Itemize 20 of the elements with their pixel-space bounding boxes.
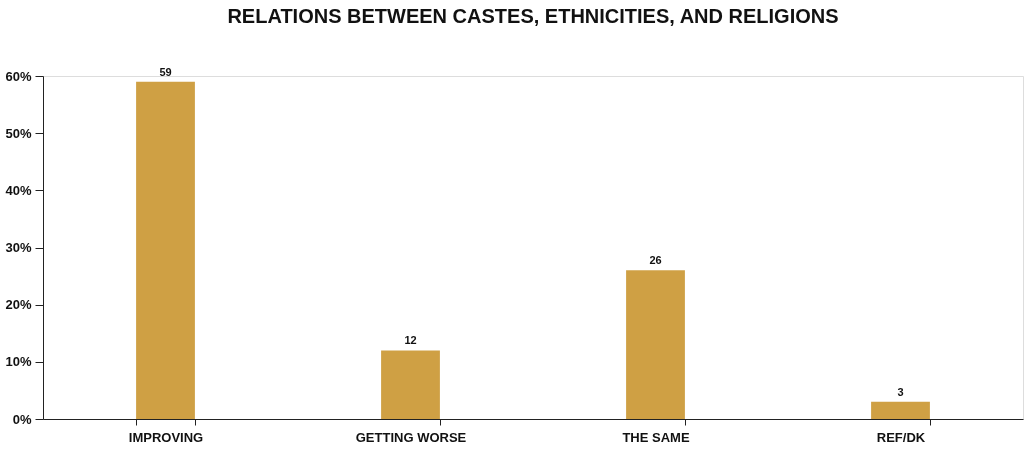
y-tick-label: 50% (5, 125, 32, 141)
bar (381, 350, 440, 419)
bar (871, 401, 930, 419)
y-tick-label: 30% (5, 240, 32, 255)
data-label: 3 (897, 385, 904, 398)
data-label: 59 (159, 65, 172, 78)
bar (136, 81, 195, 419)
y-tick-label: 10% (5, 354, 32, 370)
data-label: 26 (649, 254, 662, 267)
x-tick-label: REF/DK (876, 429, 926, 445)
x-tick-label: GETTING WORSE (355, 429, 467, 445)
x-tick-label: THE SAME (622, 429, 690, 445)
y-tick-label: 40% (5, 182, 32, 198)
x-tick-label: IMPROVING (128, 429, 204, 445)
y-tick-label: 20% (5, 297, 32, 313)
y-tick-label: 60% (5, 68, 32, 84)
bar (626, 270, 685, 419)
y-tick-label: 0% (12, 411, 32, 427)
data-label: 12 (404, 334, 417, 347)
chart-title: RELATIONS BETWEEN CASTES, ETHNICITIES, AND RELIGIONS (227, 4, 839, 27)
